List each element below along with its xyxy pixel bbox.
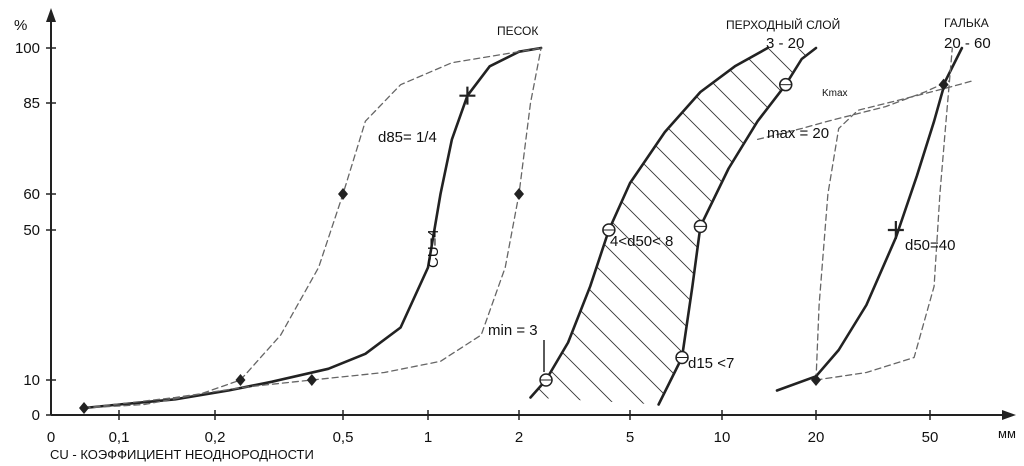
annotation-d50-pebble: d50=40 [905,237,955,254]
series-line-4 [657,46,818,406]
hatch-line [530,48,571,405]
x-tick-label: 2 [515,429,523,446]
hatch-line [530,48,691,405]
hatch-line [0,40,90,420]
band-hatching [0,40,1024,420]
hatch-line [130,40,510,420]
hatch-line [530,48,816,405]
hatch-line [100,40,480,420]
hatch-line [530,48,601,405]
x-tick-label: 0,1 [109,429,130,446]
diamond-marker [79,402,90,414]
hatch-line [639,48,816,405]
series-line-5 [775,46,964,392]
group-range-transition: 3 - 20 [766,35,804,52]
x-axis-arrow [1002,410,1016,420]
series-line-0 [82,46,543,410]
y-tick-label: 50 [23,222,40,239]
y-tick-label: 10 [23,372,40,389]
x-tick-label: 0,2 [205,429,226,446]
hatch-line [669,48,816,405]
x-tick-label: 1 [424,429,432,446]
x-tick-label: 5 [626,429,634,446]
gradation-curves [82,46,973,410]
diamond-marker [235,374,246,386]
hatch-line [0,40,120,420]
axis-ticks: 0 0,1 0,2 0,5 1 2 5 10 20 50 0 10 50 60 85 100 [15,40,938,446]
hatch-line [40,40,420,420]
hatch-line [1000,40,1024,420]
annotation-d15: d15 <7 [688,355,734,372]
series-line-6 [815,80,973,381]
hatch-line [530,48,631,405]
hatch-line [0,40,270,420]
series-line-3 [529,46,769,399]
annotation-d50-range: 4<d50< 8 [610,233,673,250]
annotation-cu: CU=4 [425,229,442,268]
hatch-line [70,40,450,420]
hatch-line [530,48,721,405]
hatch-line [729,48,816,405]
x-tick-label: 0 [47,429,55,446]
y-tick-label: 85 [23,95,40,112]
series-line-2 [83,47,542,409]
y-tick-label: 60 [23,186,40,203]
group-label-sand: ПЕСОК [497,24,538,38]
x-tick-label: 20 [808,429,825,446]
y-tick-label: 0 [32,407,40,424]
hatch-line [530,48,661,405]
hatch-line [940,40,1024,420]
hatch-line [970,40,1024,420]
hatch-line [10,40,390,420]
plus-marker [459,86,476,105]
x-tick-label: 50 [922,429,939,446]
annotation-d85: d85= 1/4 [378,129,437,146]
diamond-marker [938,78,949,91]
x-tick-label: 0,5 [333,429,354,446]
y-axis-arrow [46,8,56,22]
series-line-7 [756,80,950,141]
series-line-8 [815,47,953,381]
y-tick-label: 100 [15,40,40,57]
hatch-line [699,48,816,405]
x-unit-label: мм [998,426,1016,441]
data-markers [79,77,949,414]
plus-marker [887,221,904,239]
group-label-pebble: ГАЛЬКА [944,16,989,30]
transition-layer-band [0,40,1024,420]
hatch-line [530,48,541,405]
hatch-line [820,40,1024,420]
annotation-min: min = 3 [488,322,538,339]
diamond-marker [514,188,524,200]
hatch-line [530,48,811,405]
diamond-marker [306,374,317,386]
annotation-max: max = 20 [767,125,829,142]
diamond-marker [338,188,348,200]
group-range-pebble: 20 - 60 [944,35,991,52]
hatch-line [609,48,816,405]
x-tick-label: 10 [714,429,731,446]
annotation-kmax: Kmax [822,88,848,99]
footer-caption: CU - КОЭФФИЦИЕНТ НЕОДНОРОДНОСТИ [50,447,314,462]
axes [46,8,1016,420]
group-label-transition: ПЕРХОДНЫЙ СЛОЙ [726,17,840,32]
y-unit-label: % [14,17,27,34]
diamond-marker [811,374,821,386]
series-line-1 [83,47,542,409]
hatch-line [910,40,1024,420]
